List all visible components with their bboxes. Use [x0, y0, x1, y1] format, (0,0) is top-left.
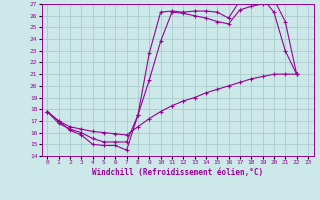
X-axis label: Windchill (Refroidissement éolien,°C): Windchill (Refroidissement éolien,°C): [92, 168, 263, 177]
